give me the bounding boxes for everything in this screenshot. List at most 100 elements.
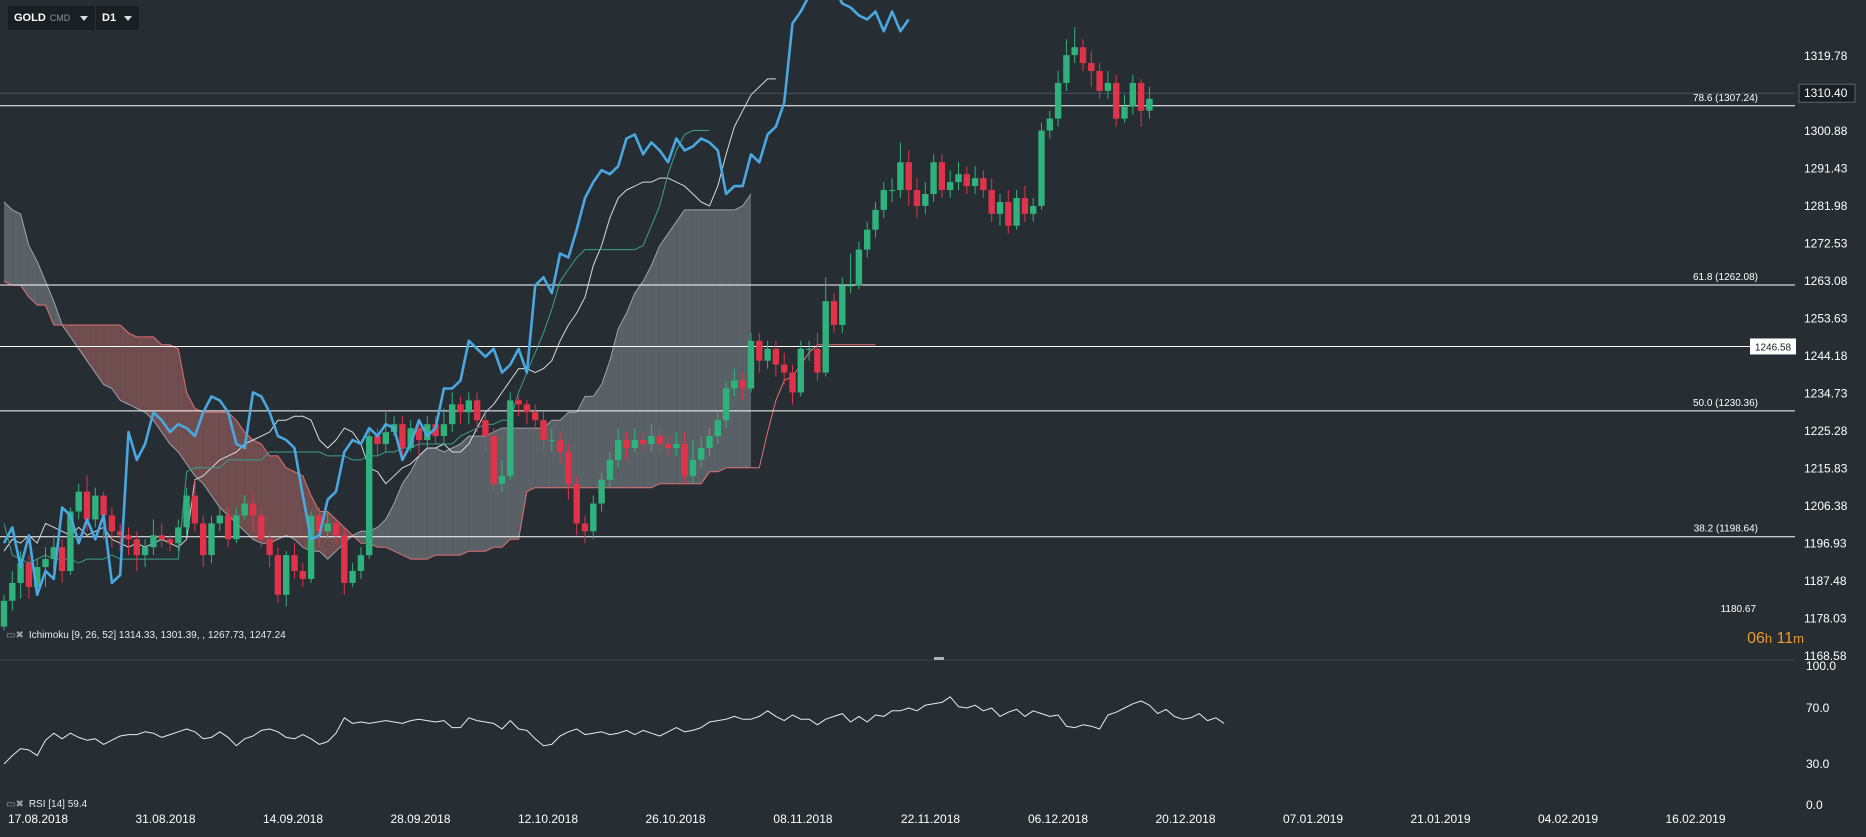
candle-body <box>963 174 970 187</box>
symbol-name: GOLD <box>14 12 46 24</box>
candle-body <box>399 424 406 448</box>
candle-body <box>498 475 506 484</box>
candle-body <box>722 388 730 421</box>
candle-body <box>183 495 190 528</box>
cloud-segment <box>352 531 361 544</box>
current-price-tag <box>1798 83 1856 103</box>
cloud-segment <box>103 324 112 389</box>
cloud-segment <box>45 281 54 325</box>
cloud-segment <box>4 201 13 286</box>
price-label-box <box>1750 338 1796 355</box>
candle-body <box>747 340 755 389</box>
candle-body <box>34 567 41 587</box>
y-axis-tick-label: 1206.38 <box>1804 499 1848 513</box>
rsi-axis-tick-label: 30.0 <box>1806 757 1830 771</box>
cloud-segment <box>12 209 21 286</box>
x-axis-tick-label: 31.08.2018 <box>135 812 195 826</box>
candle-body <box>698 447 705 460</box>
x-axis-tick-label: 28.09.2018 <box>390 812 450 826</box>
timeframe-selector[interactable]: D1 <box>96 6 140 30</box>
rsi-axis-tick-label: 0.0 <box>1806 798 1823 812</box>
candle-body <box>133 539 140 556</box>
cloud-segment <box>734 205 743 468</box>
y-axis-tick-label: 1244.18 <box>1804 349 1848 363</box>
candle-body <box>523 404 531 413</box>
timer-h-unit: h <box>1764 631 1773 646</box>
cloud-segment <box>78 324 87 361</box>
candle-body <box>1146 98 1153 111</box>
cloud-segment <box>585 396 594 488</box>
candle-body <box>200 523 207 556</box>
candle-body <box>839 285 846 325</box>
candle-body <box>714 420 721 437</box>
fib-level-label: 78.6 (1307.24) <box>1693 93 1758 104</box>
cloud-segment <box>618 313 627 488</box>
cloud-segment <box>277 455 287 540</box>
x-axis-tick-label: 07.01.2019 <box>1283 812 1343 826</box>
candle-body <box>316 515 323 532</box>
y-axis-tick-label: 1272.53 <box>1804 237 1848 251</box>
senkou-span-a-line <box>3 193 752 560</box>
cloud-segment <box>535 428 544 488</box>
x-axis-tick-label: 04.02.2019 <box>1538 812 1598 826</box>
candle-body <box>781 364 788 373</box>
y-axis-tick-label: 1196.93 <box>1804 537 1847 551</box>
candle-body <box>855 249 863 286</box>
indicator-settings-icon[interactable]: ▭✖ <box>6 630 24 641</box>
candle-body <box>175 527 182 544</box>
cloud-segment <box>551 420 561 488</box>
candle-body <box>141 547 149 556</box>
rsi-axis-tick-label: 70.0 <box>1806 701 1830 715</box>
cloud-segment <box>203 412 212 496</box>
candle-body <box>980 178 987 191</box>
cloud-segment <box>651 245 660 488</box>
candle-body <box>764 348 771 361</box>
price-label-level: 1246.58 <box>1755 342 1792 353</box>
indicator-settings-icon[interactable]: ▭✖ <box>6 799 24 810</box>
candle-body <box>664 444 672 448</box>
candle-countdown: 06h 11m <box>1747 630 1804 648</box>
y-axis-tick-label: 1178.03 <box>1804 612 1847 626</box>
cloud-segment <box>128 332 137 409</box>
candle-body <box>922 194 929 206</box>
candle-body <box>75 491 82 512</box>
candle-body <box>83 491 91 520</box>
cloud-segment <box>37 261 46 306</box>
candle-body <box>258 515 265 540</box>
candle-body <box>233 515 240 540</box>
candle-body <box>615 440 622 460</box>
pane-resize-handle <box>934 657 944 660</box>
cloud-segment <box>742 194 751 468</box>
candle-body <box>548 440 555 442</box>
price-label-low: 1180.67 <box>1721 604 1757 615</box>
candle-body <box>1137 82 1145 111</box>
candle-body <box>341 535 348 583</box>
candle-body <box>482 420 489 437</box>
y-axis-tick-label: 1291.43 <box>1804 162 1848 176</box>
cloud-segment <box>452 444 461 556</box>
candle-body <box>673 444 680 448</box>
candle-body <box>224 515 232 540</box>
candle-body <box>639 440 647 445</box>
x-axis-tick-label: 06.12.2018 <box>1028 812 1088 826</box>
candle-body <box>92 495 99 520</box>
candle-body <box>42 559 49 568</box>
candle-body <box>623 440 630 448</box>
candle-body <box>590 503 597 532</box>
symbol-selector[interactable]: GOLD CMD <box>8 6 96 30</box>
x-axis-tick-label: 22.11.2018 <box>901 812 960 826</box>
candle-body <box>382 432 389 445</box>
candle-body <box>283 555 290 595</box>
candle-body <box>930 162 937 195</box>
candle-body <box>532 412 539 421</box>
y-axis-tick-label: 1225.28 <box>1804 424 1848 438</box>
candle-body <box>457 404 464 413</box>
candle-body <box>299 571 306 579</box>
senkou-span-b-line <box>3 280 876 560</box>
candle-body <box>947 182 954 191</box>
tenkan-sen-line <box>3 78 776 552</box>
candle-body <box>648 436 655 445</box>
y-axis-tick-label: 1234.73 <box>1804 387 1848 401</box>
cloud-segment <box>145 336 154 421</box>
